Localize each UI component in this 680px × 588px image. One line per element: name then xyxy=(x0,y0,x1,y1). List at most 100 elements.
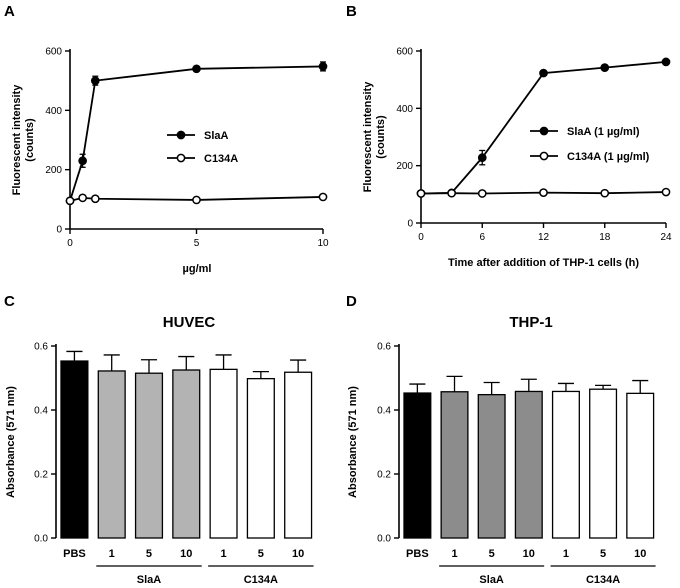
category-label: PBS xyxy=(406,548,429,560)
panel-letter-d: D xyxy=(346,293,357,310)
bar xyxy=(514,390,543,539)
x-tick-label: 18 xyxy=(599,232,611,243)
x-tick-label: 0 xyxy=(67,238,73,249)
x-axis-label: µg/ml xyxy=(183,263,212,275)
category-label: 5 xyxy=(600,548,606,560)
y-tick-label: 0.6 xyxy=(34,342,48,353)
category-label: 5 xyxy=(146,548,152,560)
legend-label: SlaA (1 µg/ml) xyxy=(567,126,640,138)
bar xyxy=(246,377,275,539)
y-tick-label: 0 xyxy=(56,225,62,236)
bar xyxy=(284,371,313,539)
legend-marker xyxy=(176,153,186,163)
bar xyxy=(589,388,618,539)
category-label: 1 xyxy=(109,548,115,560)
category-label: PBS xyxy=(63,548,86,560)
legend-marker xyxy=(176,130,186,140)
panel-d-bar-chart: THP-1 0.0 0.2 0.4 0.6 Absorbance (571 nm) PBS 1… xyxy=(347,314,656,586)
group-label: C134A xyxy=(244,574,278,586)
bar xyxy=(209,368,238,539)
category-label: 10 xyxy=(180,548,192,560)
y-tick-label: 600 xyxy=(45,47,62,58)
x-tick-label: 0 xyxy=(418,232,424,243)
data-point xyxy=(78,193,88,203)
series-line-filled xyxy=(69,65,324,202)
bar xyxy=(477,393,506,539)
y-tick-label: 400 xyxy=(396,104,413,115)
category-label: 1 xyxy=(221,548,227,560)
data-point xyxy=(661,187,671,197)
bar xyxy=(551,390,580,539)
y-tick-label: 0.6 xyxy=(377,342,391,353)
data-point xyxy=(661,57,671,67)
panel-a-line-chart: 0 200 400 600 0 5 10 µg/ml Fluorescent intensity… xyxy=(11,47,329,276)
panel-b-line-chart: 0 200 400 600 0 6 12 18 24 Time after addition of… xyxy=(362,47,672,270)
y-tick-label: 0.2 xyxy=(34,470,48,481)
legend-label: C134A xyxy=(204,153,238,165)
bar xyxy=(626,392,655,539)
bar xyxy=(403,392,432,539)
y-tick-label: 200 xyxy=(45,165,62,176)
y-tick-label: 600 xyxy=(396,47,413,58)
bar xyxy=(134,372,164,539)
data-point xyxy=(477,153,487,162)
data-point xyxy=(539,188,548,197)
data-point xyxy=(539,68,548,78)
panel-letter-c: C xyxy=(4,293,15,310)
x-axis-label: Time after addition of THP-1 cells (h) xyxy=(448,257,639,269)
y-axis-label: Fluorescent intensity(counts) xyxy=(362,81,387,193)
category-label: 1 xyxy=(451,548,457,560)
y-axis-label: Absorbance (571 nm) xyxy=(5,386,17,498)
category-label: 10 xyxy=(634,548,646,560)
x-tick-label: 5 xyxy=(194,238,200,249)
legend-label: SlaA xyxy=(204,130,229,142)
group-label: SlaA xyxy=(479,574,504,586)
data-point xyxy=(600,63,610,72)
category-label: 10 xyxy=(292,548,304,560)
chart-title: THP-1 xyxy=(509,314,552,331)
panel-c-bar-chart: HUVEC 0.0 0.2 0.4 0.6 Absorbance (571 nm) PBS 1… xyxy=(5,314,314,586)
legend-marker xyxy=(539,126,549,136)
bar xyxy=(97,370,126,539)
x-tick-label: 10 xyxy=(317,238,329,249)
data-point xyxy=(447,188,456,198)
group-label: C134A xyxy=(586,574,620,586)
panel-letter-b: B xyxy=(346,3,357,20)
bar xyxy=(172,369,201,539)
legend-marker xyxy=(539,151,549,161)
group-label: SlaA xyxy=(137,574,162,586)
bar xyxy=(60,360,89,539)
data-point xyxy=(65,196,75,206)
data-point xyxy=(416,189,426,198)
y-axis-label-line: Fluorescent intensity xyxy=(362,81,374,193)
data-point xyxy=(78,156,88,166)
y-tick-label: 0 xyxy=(407,219,413,230)
chart-title: HUVEC xyxy=(163,314,216,331)
legend-label: C134A (1 µg/ml) xyxy=(567,151,650,163)
bar xyxy=(440,391,469,539)
y-axis-label: Absorbance (571 nm) xyxy=(347,386,359,498)
data-point xyxy=(600,188,610,198)
data-point xyxy=(192,64,201,74)
category-label: 10 xyxy=(523,548,535,560)
x-tick-label: 12 xyxy=(538,232,550,243)
y-tick-label: 400 xyxy=(45,106,62,117)
y-tick-label: 0.0 xyxy=(34,534,48,545)
y-axis-label: Fluorescent intensity(counts) xyxy=(11,84,36,196)
category-label: 1 xyxy=(563,548,569,560)
y-axis-label-line: (counts) xyxy=(375,115,387,159)
category-label: 5 xyxy=(258,548,264,560)
y-tick-label: 0.4 xyxy=(377,406,391,417)
y-tick-label: 0.0 xyxy=(377,534,391,545)
y-axis-label-line: (counts) xyxy=(24,118,36,162)
y-axis-label-line: Fluorescent intensity xyxy=(11,84,23,196)
y-tick-label: 200 xyxy=(396,161,413,172)
x-tick-label: 6 xyxy=(479,232,485,243)
series-line-open xyxy=(420,191,667,195)
category-label: 5 xyxy=(489,548,495,560)
data-point xyxy=(318,192,328,202)
y-tick-label: 0.2 xyxy=(377,470,391,481)
data-point xyxy=(90,194,100,204)
data-point xyxy=(192,195,201,205)
